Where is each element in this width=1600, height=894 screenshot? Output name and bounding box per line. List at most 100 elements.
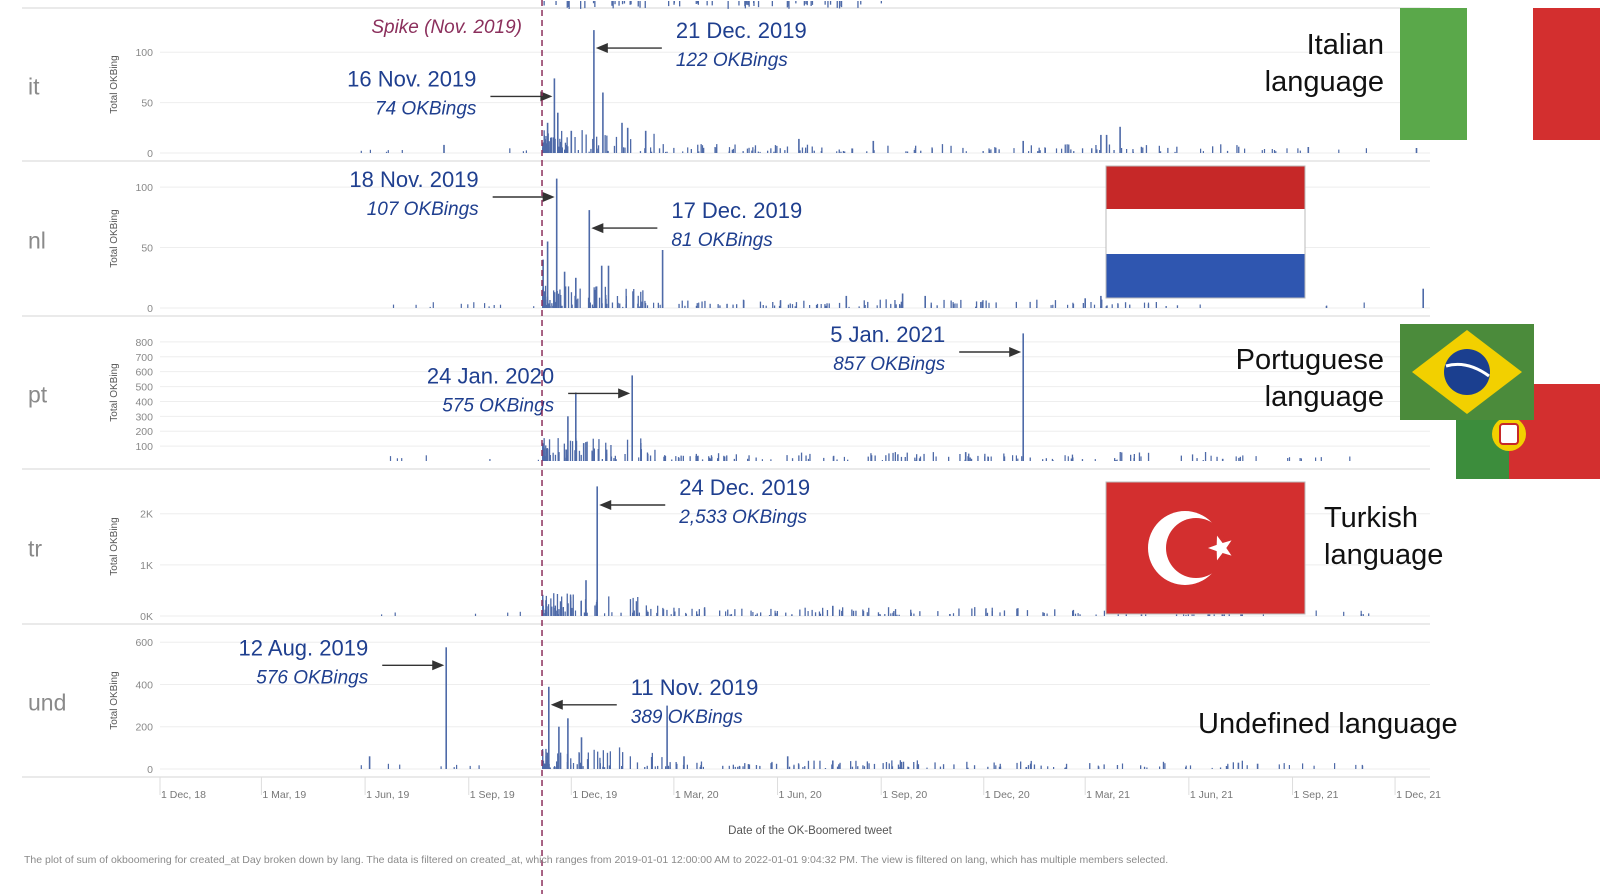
noise-bar bbox=[669, 762, 671, 769]
noise-bar bbox=[1185, 765, 1187, 769]
noise-bar bbox=[646, 305, 649, 308]
noise-bar bbox=[542, 749, 544, 769]
noise-bar bbox=[742, 766, 744, 769]
data-bar bbox=[949, 614, 951, 616]
flag-stripe bbox=[1467, 8, 1533, 140]
noise-bar bbox=[673, 147, 675, 153]
language-label: Undefined language bbox=[1198, 708, 1458, 740]
noise-bar bbox=[729, 614, 731, 616]
noise-bar bbox=[644, 148, 646, 153]
data-bar bbox=[1256, 763, 1259, 769]
noise-bar bbox=[1159, 766, 1161, 769]
noise-bar-top-panel bbox=[827, 1, 829, 8]
noise-bar-top-panel bbox=[673, 1, 675, 5]
data-bar bbox=[368, 756, 371, 769]
y-tick-label: 400 bbox=[135, 396, 153, 408]
noise-bar bbox=[1111, 304, 1113, 308]
x-tick-label: 1 Mar, 19 bbox=[262, 789, 306, 801]
noise-bar bbox=[1115, 460, 1117, 461]
noise-bar bbox=[580, 600, 582, 616]
noise-bar bbox=[592, 306, 595, 308]
noise-bar bbox=[644, 767, 646, 769]
y-axis-title: Total OKBing bbox=[109, 517, 120, 575]
data-bar bbox=[798, 138, 800, 153]
portugal-shield bbox=[1499, 423, 1519, 445]
x-tick-label: 1 Sep, 21 bbox=[1294, 789, 1339, 801]
noise-bar bbox=[747, 458, 749, 461]
noise-bar bbox=[998, 149, 1000, 153]
noise-bar bbox=[544, 456, 546, 461]
noise-bar bbox=[1097, 765, 1099, 769]
noise-bar bbox=[791, 614, 793, 616]
noise-bar bbox=[533, 306, 535, 308]
noise-bar bbox=[887, 145, 889, 153]
noise-bar bbox=[732, 764, 734, 769]
noise-bar bbox=[401, 458, 403, 461]
noise-bar bbox=[1176, 146, 1178, 153]
noise-bar bbox=[682, 151, 684, 153]
x-tick-label: 1 Dec, 19 bbox=[572, 789, 617, 801]
noise-bar bbox=[566, 593, 568, 616]
noise-bar bbox=[394, 612, 396, 616]
noise-bar bbox=[838, 764, 840, 769]
noise-bar bbox=[786, 146, 789, 153]
noise-bar bbox=[657, 765, 659, 769]
data-bar bbox=[872, 140, 875, 153]
noise-bar bbox=[1262, 614, 1264, 616]
noise-bar bbox=[841, 610, 843, 616]
noise-bar bbox=[844, 151, 846, 153]
noise-bar bbox=[915, 145, 917, 153]
noise-bar-top-panel bbox=[810, 1, 812, 6]
noise-bar bbox=[637, 295, 639, 308]
noise-bar bbox=[728, 765, 730, 769]
noise-bar bbox=[385, 151, 388, 153]
x-tick-label: 1 Jun, 21 bbox=[1190, 789, 1233, 801]
noise-bar bbox=[776, 611, 778, 616]
noise-bar bbox=[985, 608, 987, 616]
data-bar bbox=[644, 130, 647, 153]
noise-bar bbox=[1094, 459, 1096, 461]
language-label: language bbox=[1265, 381, 1384, 413]
noise-bar bbox=[825, 305, 827, 308]
noise-bar bbox=[401, 150, 403, 153]
noise-bar bbox=[1225, 766, 1228, 769]
noise-bar bbox=[1360, 610, 1362, 616]
noise-bar bbox=[626, 439, 629, 461]
noise-bar bbox=[545, 595, 547, 616]
noise-bar bbox=[952, 302, 954, 308]
noise-bar bbox=[1037, 151, 1039, 153]
noise-bar bbox=[750, 610, 752, 616]
noise-bar bbox=[1142, 147, 1144, 153]
y-tick-label: 500 bbox=[135, 382, 153, 394]
data-bar bbox=[567, 718, 569, 769]
noise-bar bbox=[1050, 305, 1052, 308]
noise-bar-top-panel bbox=[836, 1, 838, 8]
noise-bar bbox=[807, 458, 809, 461]
noise-bar bbox=[678, 608, 680, 616]
language-label: language bbox=[1265, 66, 1384, 98]
noise-bar bbox=[559, 289, 561, 308]
noise-bar bbox=[890, 303, 892, 308]
noise-bar bbox=[813, 760, 815, 769]
noise-bar bbox=[570, 758, 572, 769]
noise-bar bbox=[897, 454, 899, 461]
noise-bar bbox=[559, 138, 561, 153]
noise-bar bbox=[798, 455, 800, 461]
noise-bar bbox=[399, 764, 401, 769]
noise-bar bbox=[1349, 456, 1351, 461]
noise-bar bbox=[651, 151, 653, 153]
noise-bar bbox=[898, 614, 900, 616]
noise-bar-top-panel bbox=[746, 1, 748, 5]
noise-bar bbox=[1021, 456, 1023, 461]
noise-bar bbox=[613, 458, 615, 461]
noise-bar bbox=[614, 455, 616, 461]
noise-bar bbox=[761, 459, 763, 461]
noise-bar bbox=[910, 615, 912, 616]
noise-bar bbox=[1299, 150, 1301, 153]
noise-bar bbox=[432, 302, 434, 308]
noise-bar bbox=[1209, 613, 1211, 616]
noise-bar bbox=[1090, 302, 1092, 308]
data-bar bbox=[723, 456, 726, 461]
noise-bar bbox=[360, 765, 362, 769]
noise-bar bbox=[546, 606, 548, 616]
